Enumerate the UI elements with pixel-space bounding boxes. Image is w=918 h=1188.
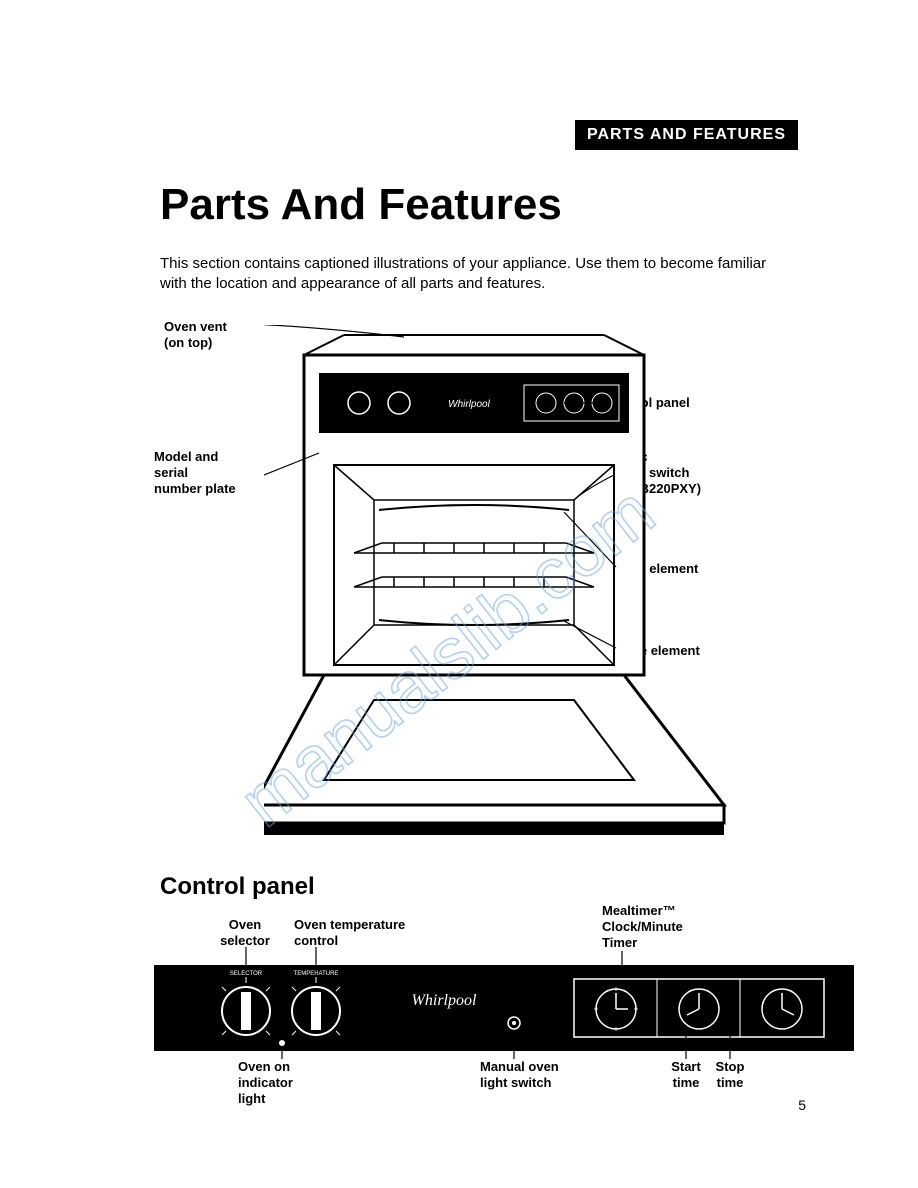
- label-text: time: [710, 1075, 750, 1091]
- callout-text: Oven vent: [164, 319, 227, 335]
- callout-text: serial: [154, 465, 236, 481]
- oven-illustration: Whirlpool: [264, 325, 764, 845]
- svg-text:Whirlpool: Whirlpool: [412, 992, 477, 1009]
- label-manual-light: Manual oven light switch: [480, 1059, 559, 1092]
- label-text: Oven: [214, 917, 276, 933]
- label-text: control: [294, 933, 405, 949]
- callout-model-plate: Model and serial number plate: [154, 449, 236, 498]
- label-text: selector: [214, 933, 276, 949]
- label-text: Manual oven: [480, 1059, 559, 1075]
- label-oven-selector: Oven selector: [214, 917, 276, 950]
- callout-text: number plate: [154, 481, 236, 497]
- subheading-control-panel: Control panel: [160, 873, 818, 901]
- label-text: light switch: [480, 1075, 559, 1091]
- label-start-time: Start time: [666, 1059, 706, 1092]
- label-text: Oven on: [238, 1059, 293, 1075]
- label-text: Start: [666, 1059, 706, 1075]
- label-mealtimer: Mealtimer™ Clock/Minute Timer: [602, 903, 683, 952]
- label-oven-temp: Oven temperature control: [294, 917, 405, 950]
- section-tag: PARTS AND FEATURES: [575, 120, 798, 150]
- label-text: time: [666, 1075, 706, 1091]
- label-text: Clock/Minute: [602, 919, 683, 935]
- label-text: Mealtimer™: [602, 903, 683, 919]
- callout-text: Model and: [154, 449, 236, 465]
- control-panel-diagram: Oven selector Oven temperature control M…: [154, 917, 854, 1137]
- svg-text:TEMPERATURE: TEMPERATURE: [294, 971, 339, 977]
- label-oven-on: Oven on indicator light: [238, 1059, 293, 1108]
- page-title: Parts And Features: [160, 180, 818, 230]
- label-text: Timer: [602, 935, 683, 951]
- label-text: Stop: [710, 1059, 750, 1075]
- callout-text: (on top): [164, 335, 227, 351]
- intro-text: This section contains captioned illustra…: [160, 254, 780, 295]
- panel-strip: SELECTOR TEMPERATURE Whirlpool: [154, 965, 854, 1055]
- label-text: indicator: [238, 1075, 293, 1091]
- label-text: Oven temperature: [294, 917, 405, 933]
- page-number: 5: [798, 1097, 806, 1113]
- svg-text:Whirlpool: Whirlpool: [448, 399, 490, 410]
- callout-oven-vent: Oven vent (on top): [164, 319, 227, 352]
- svg-text:SELECTOR: SELECTOR: [230, 971, 263, 977]
- manual-page: PARTS AND FEATURES Parts And Features Th…: [0, 0, 918, 1188]
- label-stop-time: Stop time: [710, 1059, 750, 1092]
- label-text: light: [238, 1091, 293, 1107]
- oven-diagram: Oven vent (on top) Model and serial numb…: [154, 315, 814, 855]
